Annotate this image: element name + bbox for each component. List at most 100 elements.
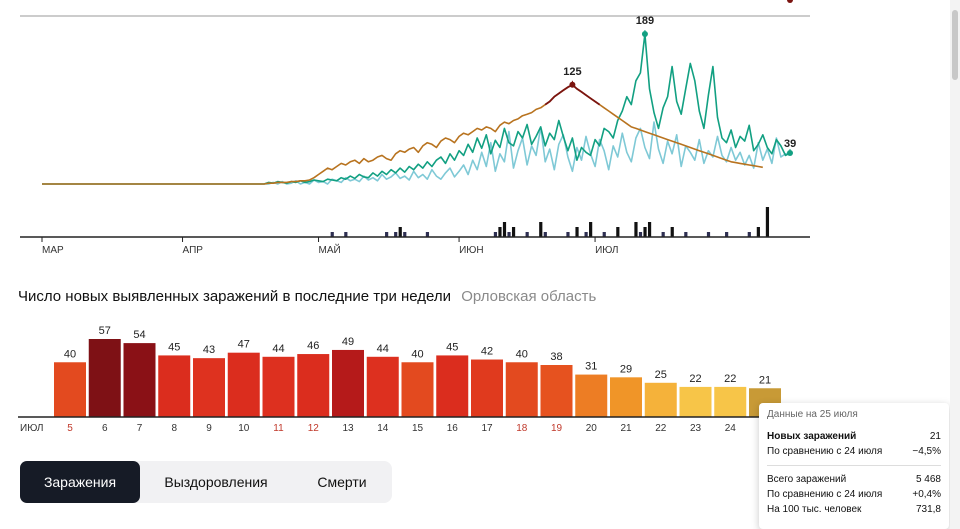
month-label: АПР: [183, 245, 204, 256]
tab-deaths[interactable]: Смерти: [317, 474, 367, 490]
death-bar: [670, 227, 674, 237]
bar-value-label: 44: [272, 343, 284, 355]
death-bar: [756, 227, 760, 237]
end-teal-label: 39: [784, 138, 796, 150]
bar-day-18: [505, 362, 538, 417]
death-bar: [725, 232, 729, 237]
tooltip-cmp1-row: По сравнению с 24 июля −4,5%: [767, 444, 941, 459]
peak-brown-label: 125: [563, 66, 581, 78]
tooltip-cmp1-value: −4,5%: [912, 446, 941, 457]
series-light-blue-line: [42, 121, 791, 185]
bar-value-label: 47: [238, 339, 250, 351]
bar-category-label: 14: [377, 423, 389, 434]
month-label: ИЮЛ: [595, 245, 618, 256]
death-bar: [385, 232, 389, 237]
tooltip-new-row: Новых заражений 21: [767, 429, 941, 444]
bar-day-9: [193, 358, 225, 417]
bar-day-22: [644, 382, 677, 417]
death-bar: [643, 227, 647, 237]
death-bar: [589, 222, 593, 237]
scrollbar-thumb[interactable]: [952, 10, 958, 80]
bar-category-label: 7: [137, 423, 143, 434]
tab-infections[interactable]: Заражения: [20, 461, 140, 503]
bar-category-label: 8: [171, 423, 177, 434]
section-title-text: Число новых выявленных заражений в после…: [18, 288, 452, 305]
bar-category-label: 5: [67, 423, 73, 434]
death-bar: [398, 227, 402, 237]
bar-day-14: [366, 356, 399, 417]
bar-day-19: [540, 365, 573, 417]
tooltip-per100-row: На 100 тыс. человек 731,8: [767, 502, 941, 517]
bar-day-5: [54, 362, 86, 417]
bar-category-label: 9: [206, 423, 212, 434]
month-label: МАР: [42, 245, 64, 256]
death-bar: [747, 232, 751, 237]
bar-day-23: [679, 386, 712, 417]
bar-category-label: 10: [238, 423, 250, 434]
bar-value-label: 40: [64, 348, 76, 360]
death-bar: [403, 232, 407, 237]
bar-day-17: [471, 359, 503, 417]
tooltip-new-label: Новых заражений: [767, 431, 857, 442]
bar-category-label: 6: [102, 423, 108, 434]
bar-value-label: 21: [759, 374, 771, 386]
death-bar: [765, 207, 770, 237]
section-title: Число новых выявленных заражений в после…: [18, 288, 596, 305]
peak-teal-label: 189: [636, 15, 654, 27]
tooltip-total-row: Всего заражений 5 468: [767, 472, 941, 487]
death-bar: [684, 232, 688, 237]
death-bar: [502, 222, 507, 237]
tooltip-cmp2-value: +0,4%: [912, 489, 941, 500]
death-bar: [706, 232, 711, 237]
data-tooltip: Данные на 25 июля Новых заражений 21 По …: [759, 403, 949, 529]
bar-category-label: 24: [725, 423, 737, 434]
bar-day-20: [575, 374, 608, 417]
death-bar: [543, 232, 547, 237]
bar-value-label: 43: [203, 344, 215, 356]
page-scrollbar[interactable]: [950, 0, 960, 529]
end-brown-dot: [787, 0, 793, 3]
bar-value-label: 54: [133, 329, 145, 341]
death-bar: [602, 232, 606, 237]
bar-value-label: 29: [620, 363, 632, 375]
top-line-chart: 189 125 39 216 МАР АПР МАЙ ИЮН ИЮЛ: [20, 0, 810, 256]
bar-category-label: 13: [342, 423, 354, 434]
death-bar: [566, 232, 570, 237]
month-label: МАЙ: [319, 243, 341, 256]
bar-category-label: 15: [412, 423, 424, 434]
death-bar: [394, 232, 398, 237]
bar-category-label: 18: [516, 423, 528, 434]
bar-value-label: 31: [585, 361, 597, 373]
bar-category-label: 22: [655, 423, 667, 434]
bar-day-13: [332, 349, 364, 417]
tooltip-new-value: 21: [929, 431, 941, 442]
death-bar: [575, 227, 579, 237]
tab-recoveries[interactable]: Выздоровления: [164, 474, 268, 490]
bar-value-label: 25: [655, 369, 667, 381]
bar-day-21: [610, 377, 642, 417]
tooltip-total-label: Всего заражений: [767, 474, 847, 485]
death-bar: [507, 232, 511, 237]
death-bar: [344, 232, 348, 237]
bar-day-16: [436, 355, 469, 417]
death-bar: [330, 232, 334, 237]
end-teal-dot: [787, 150, 793, 157]
peak-brown-dot: [569, 81, 576, 88]
bar-day-7: [123, 343, 156, 417]
bar-category-label: 19: [551, 423, 563, 434]
bar-day-24: [714, 386, 747, 417]
bar-day-12: [297, 354, 330, 417]
death-bar: [616, 227, 620, 237]
bar-category-label: 11: [273, 423, 284, 434]
bar-value-label: 49: [342, 336, 354, 348]
death-bar: [661, 232, 665, 237]
region-link[interactable]: Орловская область: [461, 288, 597, 305]
metric-tabs: Заражения Выздоровления Смерти: [20, 461, 392, 503]
bar-month-label: ИЮЛ: [20, 423, 43, 434]
tooltip-date: Данные на 25 июля: [767, 409, 858, 420]
tooltip-per100-value: 731,8: [915, 504, 941, 515]
tooltip-divider: [767, 465, 941, 466]
bar-day-11: [262, 356, 295, 417]
death-bar: [634, 222, 638, 237]
bar-value-label: 46: [307, 340, 319, 352]
